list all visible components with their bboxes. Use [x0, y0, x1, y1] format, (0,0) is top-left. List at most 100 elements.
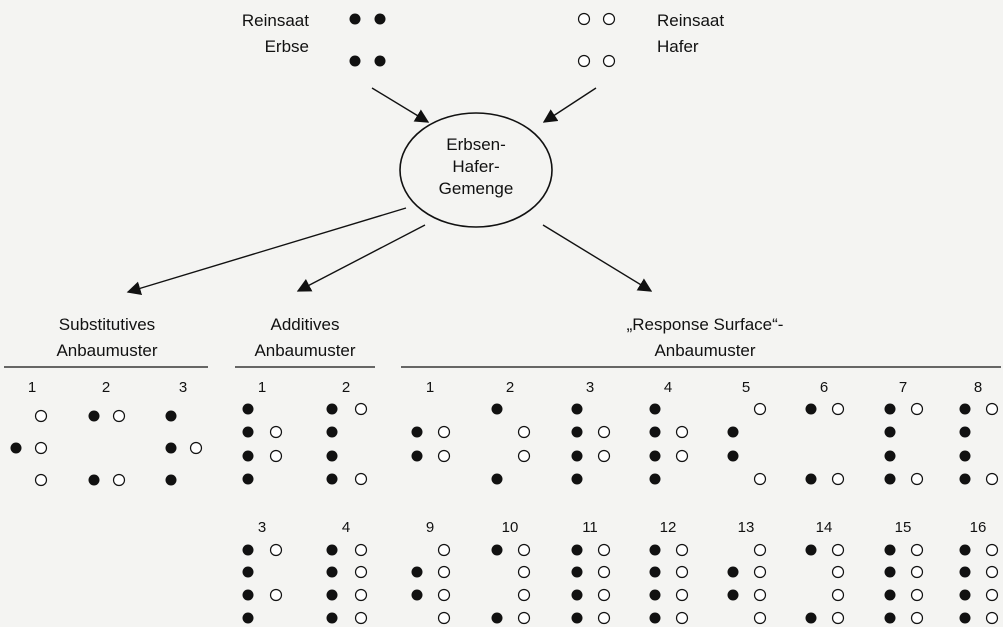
substitutive-pattern-number: 2	[102, 379, 110, 396]
pea-seed-dot	[326, 566, 338, 578]
pea-seed-dot	[242, 612, 254, 624]
substitutive-pattern-2: 2	[88, 379, 126, 487]
pea-seed-dot	[884, 403, 896, 415]
oat-seed-dot	[910, 402, 924, 416]
pea-seed-dot	[491, 544, 503, 556]
pea-seed-dot	[959, 473, 971, 485]
substitutive-title-line1: Substitutives	[59, 315, 155, 334]
pea-seed-dot	[649, 566, 661, 578]
pea-seed-dot	[165, 442, 177, 454]
pea-seed-dot	[242, 544, 254, 556]
additive-pattern-3: 3	[242, 519, 283, 624]
pea-seed-dot	[88, 410, 100, 422]
oat-seed-dot	[753, 402, 767, 416]
pea-seed-dot	[805, 544, 817, 556]
response-pattern-5: 5	[727, 379, 767, 486]
oat-seed-dot	[354, 472, 368, 486]
oat-seed-dot	[675, 449, 689, 463]
oat-seed-dot	[437, 588, 451, 602]
pea-seed-dot	[571, 589, 583, 601]
additive-pattern-2: 2	[326, 379, 368, 486]
pea-seed-dot	[884, 612, 896, 624]
pea-seed-dot	[727, 426, 739, 438]
oat-seed-dot	[517, 611, 531, 625]
pea-seed-dot	[571, 612, 583, 624]
oat-seed-dot	[354, 402, 368, 416]
pea-seed-dot	[649, 403, 661, 415]
oat-seed-dot	[753, 588, 767, 602]
pea-seed-dot	[649, 589, 661, 601]
oat-seed-dot	[753, 611, 767, 625]
additive-title-line2: Anbaumuster	[254, 341, 355, 360]
pea-seed-dot	[326, 589, 338, 601]
pea-seed-dot	[242, 450, 254, 462]
pea-seed-dot	[242, 566, 254, 578]
pea-seed-dot	[805, 473, 817, 485]
oat-seed-dot	[34, 441, 48, 455]
response-pattern-number: 8	[974, 379, 982, 396]
substitutive-title-line2: Anbaumuster	[56, 341, 157, 360]
pea-seed-dot	[326, 612, 338, 624]
pea-seed-dot	[571, 450, 583, 462]
pea-seed-dot	[491, 403, 503, 415]
response-pattern-3: 3	[571, 379, 611, 485]
planting-patterns: 1 2 3 1 23 41 2 3 4 5 6 7 89 10 11 12 13 14 15 16	[10, 379, 999, 625]
oat-seed-dot	[985, 611, 999, 625]
pea-seed-dot	[959, 403, 971, 415]
response-pattern-number: 15	[895, 519, 912, 536]
oat-seed-dot	[985, 402, 999, 416]
oat-seed-dot	[269, 449, 283, 463]
oat-seed-dot	[675, 425, 689, 439]
pea-source-label-line2: Erbse	[265, 37, 309, 56]
additive-pattern-4: 4	[326, 519, 368, 625]
response-pattern-14: 14	[805, 519, 845, 625]
pea-seed-dot	[165, 410, 177, 422]
response-pattern-13: 13	[727, 519, 767, 625]
pea-seed-dot	[326, 403, 338, 415]
oat-seed-dot	[437, 611, 451, 625]
pea-seed-dot	[959, 589, 971, 601]
oat-seed-dot	[831, 472, 845, 486]
pea-source-label-line1: Reinsaat	[242, 11, 309, 30]
oat-seed-dot	[675, 588, 689, 602]
response-pattern-number: 9	[426, 519, 434, 536]
oat-seed-dot	[269, 425, 283, 439]
pea-seed-dot	[727, 589, 739, 601]
response-pattern-7: 7	[884, 379, 924, 486]
oat-seed-dot	[675, 611, 689, 625]
arrow-oat-to-mixture	[542, 87, 597, 123]
oat-seed-dot	[753, 472, 767, 486]
arrow-to-response-surface	[542, 224, 653, 292]
response-pattern-number: 5	[742, 379, 750, 396]
response-pattern-number: 14	[816, 519, 833, 536]
response-pattern-6: 6	[805, 379, 845, 486]
oat-seed-dot	[597, 543, 611, 557]
oat-seed-dot	[517, 449, 531, 463]
mixture-label-line3: Gemenge	[439, 179, 514, 198]
oat-seed-dot	[831, 402, 845, 416]
oat-seed-dot	[910, 565, 924, 579]
oat-seed-dot	[354, 565, 368, 579]
oat-seed-dot	[831, 565, 845, 579]
pea-seed-dot	[491, 612, 503, 624]
oat-seed-dot	[675, 565, 689, 579]
oat-seed-dot	[517, 425, 531, 439]
pea-seed-dot	[242, 403, 254, 415]
oat-seed-dot	[910, 611, 924, 625]
oat-seed-dot	[597, 565, 611, 579]
pea-seed-dot	[649, 426, 661, 438]
pea-seed-dot	[727, 566, 739, 578]
additive-pattern-number: 4	[342, 519, 350, 536]
pea-seed-dot	[326, 426, 338, 438]
arrow-to-additive	[296, 224, 426, 292]
oat-seed-dot	[985, 588, 999, 602]
substitutive-pattern-3: 3	[165, 379, 203, 486]
pea-seed-dot	[165, 474, 177, 486]
response-title-line2: Anbaumuster	[654, 341, 755, 360]
pea-seed-dot	[88, 474, 100, 486]
response-pattern-9: 9	[411, 519, 451, 625]
pea-seed-dot	[959, 450, 971, 462]
pea-seed-dot	[411, 589, 423, 601]
pea-seed-dot	[959, 426, 971, 438]
oat-seed-dot	[597, 425, 611, 439]
